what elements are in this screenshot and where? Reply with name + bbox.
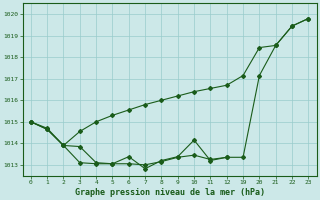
X-axis label: Graphe pression niveau de la mer (hPa): Graphe pression niveau de la mer (hPa) bbox=[75, 188, 265, 197]
